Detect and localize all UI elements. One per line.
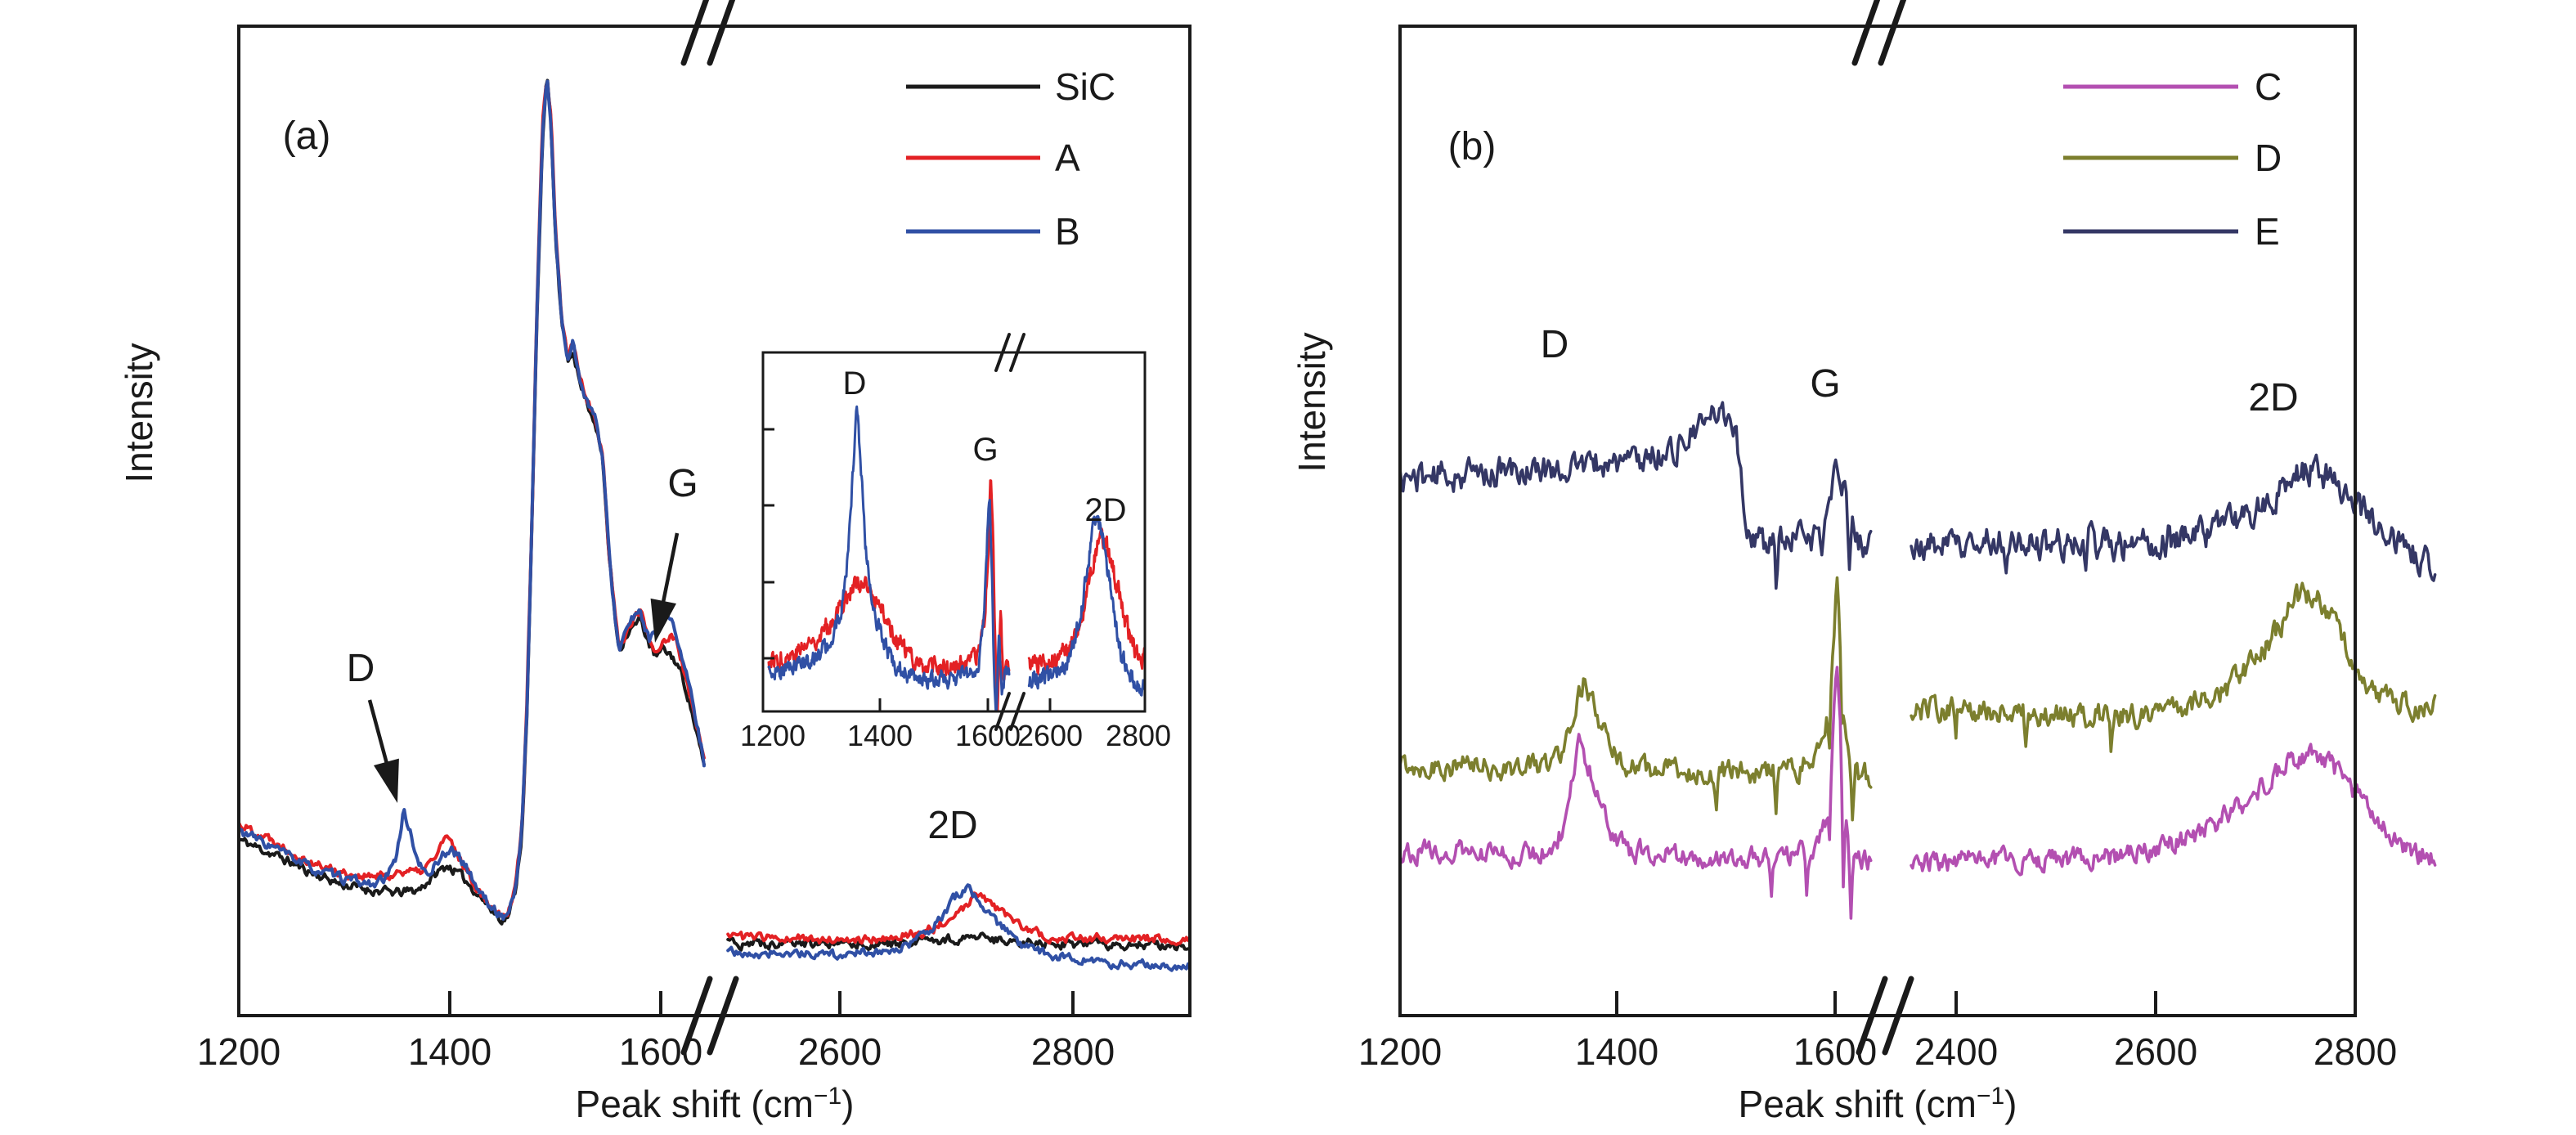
trace-b-right [726, 883, 1190, 972]
legend-label: SiC [1055, 65, 1115, 108]
axis-break-icon [707, 0, 736, 66]
legend-item-sic: SiC [906, 65, 1115, 108]
x-tick-label: 2800 [1031, 1030, 1115, 1073]
x-axis-title-superscript: −1 [814, 1083, 841, 1110]
inset-peak-label-d: D [843, 366, 867, 402]
x-tick-label: 2600 [1017, 719, 1083, 752]
trace-d-right [1910, 581, 2437, 753]
y-axis-title: Intensity [1290, 332, 1333, 472]
trace-e-right [1910, 453, 2437, 582]
x-tick-label: 2800 [1106, 719, 1171, 752]
axis-break-icon [1878, 0, 1907, 66]
inset-trace-a-left [767, 479, 1011, 712]
x-axis-title: Peak shift (cm−1) [576, 1083, 855, 1125]
peak-label-g: G [1810, 362, 1840, 406]
trace-c-right [1910, 742, 2437, 877]
trace-sic-right [726, 931, 1190, 952]
axis-break-icon [1009, 333, 1025, 372]
x-axis-title-superscript: −1 [1977, 1083, 2004, 1110]
x-tick-label: 1600 [1793, 1030, 1877, 1073]
inset-peak-label-2d: 2D [1084, 492, 1126, 528]
x-axis-title-text: ) [841, 1083, 854, 1125]
x-axis-title: Peak shift (cm−1) [1739, 1083, 2017, 1125]
axis-break-icon [1009, 692, 1025, 731]
panel-b-legend: CDE [2063, 65, 2282, 253]
legend-label: D [2255, 137, 2282, 179]
panel-b-frame [1398, 25, 2357, 1017]
peak-label-d: D [1541, 323, 1569, 366]
trace-e-left [1398, 401, 1873, 590]
axis-break-icon [1882, 976, 1914, 1056]
inset-traces [767, 405, 1147, 712]
x-axis-title-text: Peak shift (cm [576, 1083, 814, 1125]
panel-label-b: (b) [1448, 125, 1497, 168]
legend-label: E [2255, 210, 2280, 253]
trace-c-left [1398, 666, 1873, 920]
inset-annotations: D G 2D [843, 366, 1127, 528]
legend-label: C [2255, 65, 2282, 108]
x-tick-label: 1200 [1358, 1030, 1442, 1073]
x-tick-label: 1600 [955, 719, 1021, 752]
legend-item-e: E [2063, 210, 2280, 253]
axis-break-icon [707, 976, 739, 1056]
x-tick-label: 1600 [619, 1030, 702, 1073]
legend-item-c: C [2063, 65, 2282, 108]
panel-label-a: (a) [283, 114, 331, 158]
panel-a-annotations: D G 2D [347, 462, 978, 847]
x-tick-label: 1400 [847, 719, 913, 752]
peak-label-d: D [347, 647, 375, 690]
legend-item-a: A [906, 137, 1080, 179]
panel-a-x-ticks: 1200 1400 1600 2600 2800 [197, 991, 1115, 1073]
trace-d-left [1398, 576, 1873, 822]
x-tick-label: 2400 [1914, 1030, 1998, 1073]
panel-a-frame [237, 25, 1192, 1017]
inset-peak-label-g: G [972, 432, 998, 468]
y-axis-title: Intensity [118, 343, 160, 482]
x-tick-label: 2600 [2114, 1030, 2197, 1073]
x-tick-label: 2600 [798, 1030, 882, 1073]
trace-a-right [726, 891, 1190, 947]
axis-break-icon [1851, 0, 1881, 66]
annotation-arrow-line [367, 699, 389, 766]
legend-label: B [1055, 210, 1080, 253]
axis-break-icon [680, 976, 713, 1056]
trace-b-left [237, 79, 706, 922]
legend-item-b: B [906, 210, 1080, 253]
x-tick-label: 1200 [740, 719, 806, 752]
x-axis-title-text: Peak shift (cm [1739, 1083, 1977, 1125]
x-axis-title-text: ) [2004, 1083, 2017, 1125]
peak-label-g: G [667, 462, 698, 505]
panel-b: 1200 1400 1600 2400 2600 2800 Peak shift (cm−1… [1290, 0, 2437, 1125]
inset-trace-b-right [1027, 514, 1147, 697]
x-tick-label: 1400 [408, 1030, 491, 1073]
peak-label-2d: 2D [927, 804, 977, 847]
x-tick-label: 1200 [197, 1030, 280, 1073]
axis-break-icon [994, 692, 1011, 731]
annotation-arrowhead-icon [374, 758, 399, 803]
legend-item-d: D [2063, 137, 2282, 179]
axis-break-icon [680, 0, 710, 66]
axis-break-icon [1856, 976, 1888, 1056]
annotation-arrow-line [661, 532, 680, 605]
panel-a-traces [237, 79, 1190, 972]
panel-b-x-ticks: 1200 1400 1600 2400 2600 2800 [1358, 991, 2397, 1073]
inset-y-ticks [763, 428, 774, 660]
panel-b-annotations: D G 2D [1541, 323, 2299, 419]
inset-trace-b-left [767, 405, 1011, 712]
annotation-arrowhead-icon [650, 598, 676, 643]
inset-frame [761, 351, 1147, 713]
peak-label-2d: 2D [2248, 376, 2298, 419]
x-tick-label: 2800 [2313, 1030, 2397, 1073]
x-tick-label: 1400 [1575, 1030, 1658, 1073]
panel-a-legend: SiC AB [906, 65, 1115, 253]
panel-b-traces [1398, 401, 2437, 920]
legend-label: A [1055, 137, 1080, 179]
axis-break-icon [994, 333, 1011, 372]
